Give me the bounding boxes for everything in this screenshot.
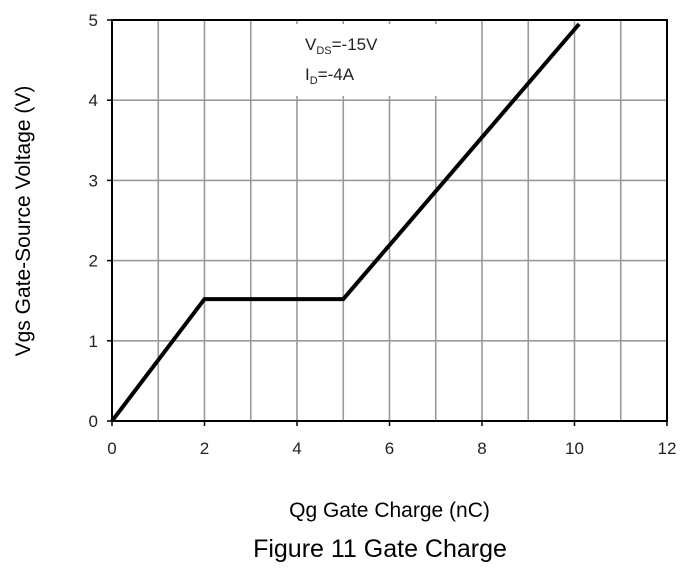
x-tick-label: 6	[385, 439, 394, 458]
y-tick-label: 3	[89, 171, 98, 190]
x-tick-label: 10	[565, 439, 584, 458]
x-tick-label: 12	[658, 439, 677, 458]
y-tick-label: 1	[89, 332, 98, 351]
y-tick-label: 0	[89, 412, 98, 431]
x-tick-label: 4	[292, 439, 301, 458]
x-tick-label: 8	[477, 439, 486, 458]
annotation-background	[292, 24, 438, 96]
x-tick-label: 0	[107, 439, 116, 458]
gate-charge-curve	[110, 22, 581, 423]
x-axis-label: Qg Gate Charge (nC)	[289, 499, 490, 522]
y-axis-label: Vgs Gate-Source Voltage (V)	[12, 86, 35, 357]
y-tick-label: 5	[89, 11, 98, 30]
figure-caption: Figure 11 Gate Charge	[253, 535, 507, 563]
vds-annotation: VDS=-15V	[305, 35, 378, 57]
conditions-annotation: VDS=-15V ID=-4A	[292, 24, 438, 96]
y-tick-label: 2	[89, 252, 98, 271]
x-tick-label: 2	[200, 439, 209, 458]
id-annotation: ID=-4A	[305, 65, 355, 87]
series-layer	[110, 22, 581, 423]
y-tick-label: 4	[89, 91, 98, 110]
